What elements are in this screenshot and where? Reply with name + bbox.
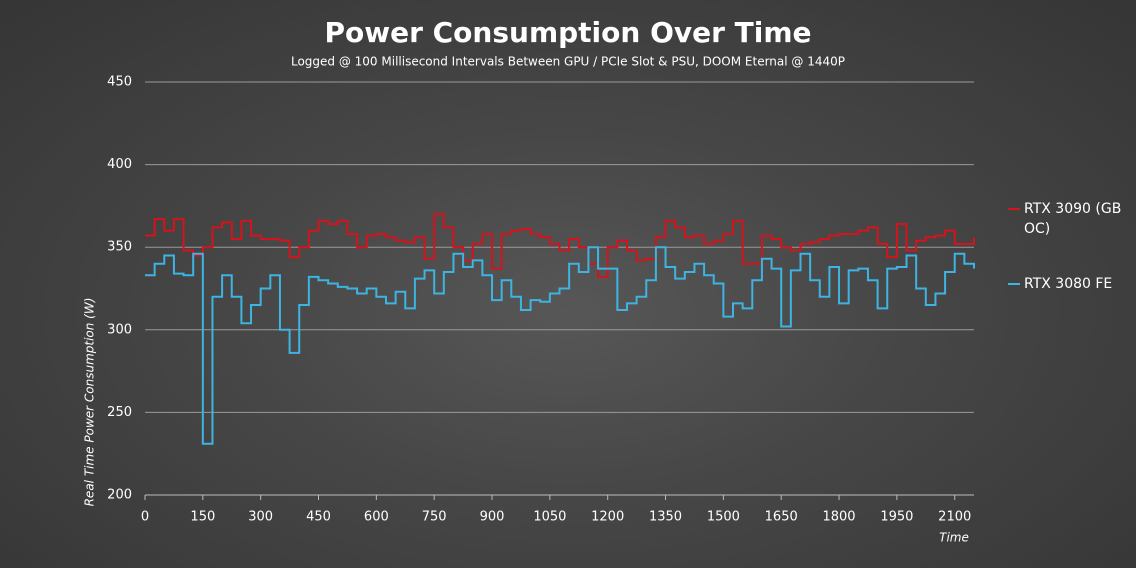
legend-label: RTX 3090 (GB OC) (1024, 201, 1122, 237)
x-tick-label: 0 (141, 510, 149, 525)
x-tick-label: 300 (248, 510, 273, 525)
y-tick-label: 200 (107, 488, 132, 503)
y-axis-label: Real Time Power Consumption (W) (83, 298, 97, 507)
y-tick-label: 400 (107, 157, 132, 172)
series-line (145, 213, 975, 278)
x-tick-label: 1500 (707, 510, 740, 525)
chart-title: Power Consumption Over Time (324, 16, 811, 49)
x-tick-label: 1200 (591, 510, 624, 525)
x-axis-label: Time (939, 531, 969, 545)
x-tick-label: 2100 (938, 510, 971, 525)
y-tick-label: 450 (107, 75, 132, 90)
x-tick-label: 600 (364, 510, 389, 525)
x-tick-label: 900 (480, 510, 505, 525)
y-tick-label: 300 (107, 322, 132, 337)
y-tick-label: 350 (107, 240, 132, 255)
x-tick-label: 1950 (880, 510, 913, 525)
x-tick-label: 1350 (649, 510, 682, 525)
x-tick-label: 450 (306, 510, 331, 525)
x-tick-label: 1800 (822, 510, 855, 525)
legend-label: RTX 3080 FE (1024, 276, 1113, 292)
series-line (145, 246, 975, 445)
y-tick-label: 250 (107, 405, 132, 420)
x-tick-label: 1650 (765, 510, 798, 525)
x-tick-label: 1050 (533, 510, 566, 525)
x-tick-label: 750 (422, 510, 447, 525)
chart-subtitle: Logged @ 100 Millisecond Intervals Betwe… (291, 55, 845, 69)
x-tick-label: 150 (190, 510, 215, 525)
